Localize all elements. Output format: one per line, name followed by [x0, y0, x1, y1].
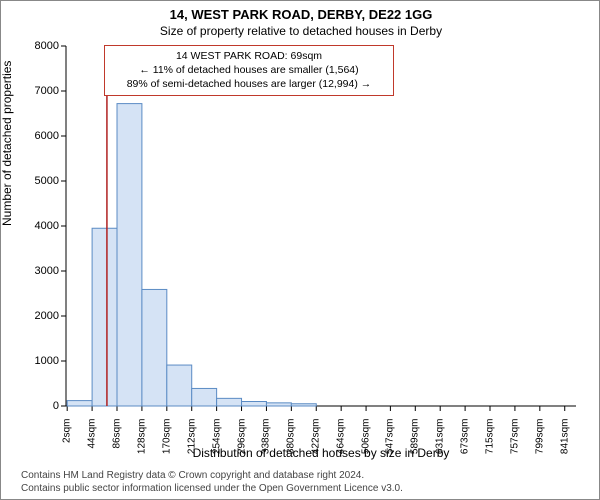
- histogram-bar: [242, 402, 267, 407]
- y-tick-label: 8000: [9, 40, 59, 52]
- histogram-bar: [291, 404, 316, 406]
- annot-line-3: 89% of semi-detached houses are larger (…: [111, 77, 387, 91]
- x-tick-label: 841sqm: [559, 419, 570, 459]
- annot-line-2: ← 11% of detached houses are smaller (1,…: [111, 63, 387, 77]
- histogram-bar: [192, 388, 217, 406]
- x-tick-label: 170sqm: [161, 419, 172, 459]
- annotation-box: 14 WEST PARK ROAD: 69sqm ← 11% of detach…: [104, 45, 394, 96]
- histogram-bar: [142, 289, 167, 406]
- y-tick-label: 6000: [9, 130, 59, 142]
- x-tick-label: 2sqm: [62, 419, 73, 459]
- x-tick-label: 422sqm: [311, 419, 322, 459]
- chart-title-sub: Size of property relative to detached ho…: [1, 24, 600, 38]
- histogram-bar: [67, 401, 92, 406]
- histogram-bar: [92, 228, 117, 406]
- histogram-bar: [167, 365, 192, 406]
- footnote-line-2: Contains public sector information licen…: [21, 483, 403, 496]
- y-tick-label: 0: [9, 400, 59, 412]
- x-tick-label: 757sqm: [509, 419, 520, 459]
- footnote-line-1: Contains HM Land Registry data © Crown c…: [21, 470, 403, 483]
- x-tick-label: 380sqm: [286, 419, 297, 459]
- y-tick-label: 2000: [9, 310, 59, 322]
- histogram-bar: [217, 398, 242, 406]
- x-tick-label: 506sqm: [361, 419, 372, 459]
- x-tick-label: 799sqm: [534, 419, 545, 459]
- histogram-plot: [66, 46, 576, 406]
- x-tick-label: 464sqm: [336, 419, 347, 459]
- chart-title-main: 14, WEST PARK ROAD, DERBY, DE22 1GG: [1, 7, 600, 22]
- x-tick-label: 338sqm: [261, 419, 272, 459]
- y-tick-label: 1000: [9, 355, 59, 367]
- x-tick-label: 589sqm: [410, 419, 421, 459]
- x-tick-label: 212sqm: [186, 419, 197, 459]
- x-tick-label: 296sqm: [236, 419, 247, 459]
- y-tick-label: 5000: [9, 175, 59, 187]
- x-tick-label: 86sqm: [112, 419, 123, 459]
- annot-line-1: 14 WEST PARK ROAD: 69sqm: [111, 49, 387, 63]
- x-tick-label: 128sqm: [136, 419, 147, 459]
- x-tick-label: 254sqm: [211, 419, 222, 459]
- x-tick-label: 547sqm: [385, 419, 396, 459]
- y-tick-label: 4000: [9, 220, 59, 232]
- x-tick-label: 631sqm: [435, 419, 446, 459]
- footnote: Contains HM Land Registry data © Crown c…: [21, 470, 403, 495]
- histogram-bar: [266, 403, 291, 406]
- x-tick-label: 44sqm: [87, 419, 98, 459]
- histogram-bar: [117, 104, 142, 406]
- x-tick-label: 673sqm: [460, 419, 471, 459]
- y-tick-label: 3000: [9, 265, 59, 277]
- y-tick-label: 7000: [9, 85, 59, 97]
- x-tick-label: 715sqm: [485, 419, 496, 459]
